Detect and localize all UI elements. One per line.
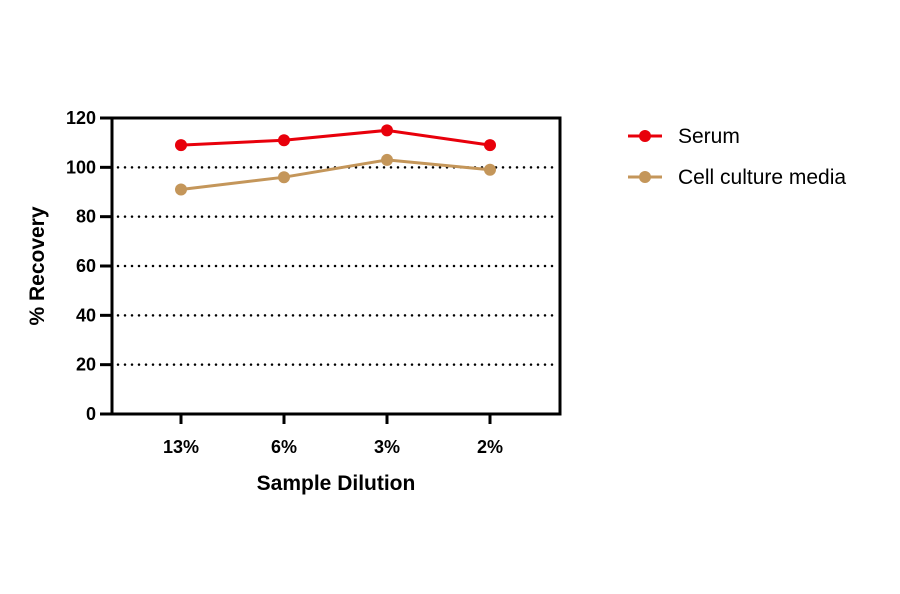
y-tick-label: 0 <box>86 404 96 424</box>
legend-label: Cell culture media <box>678 166 846 189</box>
data-point <box>484 139 496 152</box>
data-point <box>175 139 187 152</box>
x-tick-label: 3% <box>374 437 400 457</box>
legend-label: Serum <box>678 125 740 148</box>
axes: 0 20 40 60 80 100 120 13% 6% 3% 2% <box>66 108 562 457</box>
x-tick-label: 13% <box>163 437 199 457</box>
legend-marker <box>639 130 651 142</box>
gridlines <box>116 166 558 366</box>
x-axis-label: Sample Dilution <box>257 472 416 495</box>
y-tick-label: 20 <box>76 355 96 375</box>
y-tick-label: 80 <box>76 207 96 227</box>
data-point <box>278 134 290 147</box>
y-tick-label: 120 <box>66 108 96 128</box>
series-line-cell-culture-media <box>180 158 491 192</box>
plot-frame <box>110 116 562 416</box>
y-axis-label: % Recovery <box>26 206 49 325</box>
legend-item: Cell culture media <box>628 166 846 189</box>
data-point <box>381 124 393 137</box>
data-point <box>278 171 290 184</box>
series-line-serum <box>180 128 491 147</box>
legend-marker <box>639 171 651 183</box>
y-tick-label: 60 <box>76 256 96 276</box>
x-tick-label: 6% <box>271 437 297 457</box>
data-point <box>381 153 393 166</box>
y-tick-label: 100 <box>66 157 96 177</box>
series-group <box>175 124 496 196</box>
y-tick-label: 40 <box>76 305 96 325</box>
legend: Serum Cell culture media <box>628 125 846 189</box>
data-point <box>484 163 496 176</box>
legend-item: Serum <box>628 125 740 148</box>
x-tick-label: 2% <box>477 437 503 457</box>
data-point <box>175 183 187 196</box>
